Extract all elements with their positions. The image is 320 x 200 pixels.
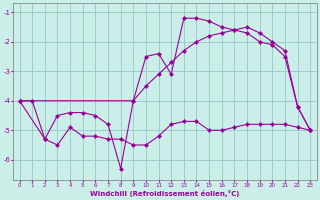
X-axis label: Windchill (Refroidissement éolien,°C): Windchill (Refroidissement éolien,°C)	[90, 190, 240, 197]
